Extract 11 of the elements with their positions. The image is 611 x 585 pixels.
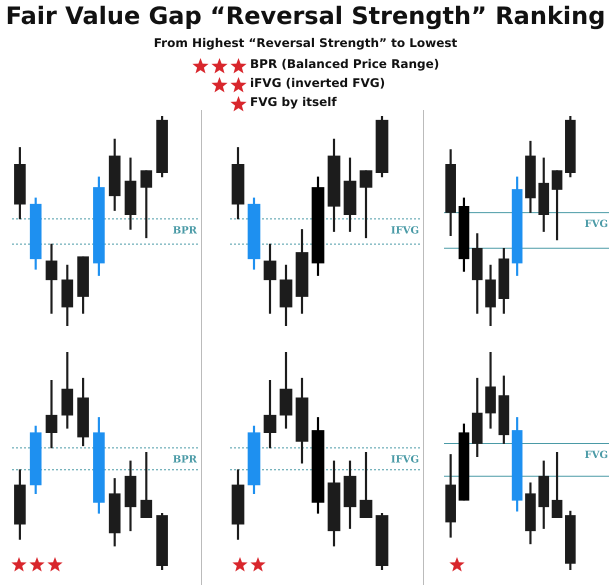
text: BPR (Balanced Price Range) (250, 57, 440, 71)
ref-line-label: BPR (172, 454, 198, 466)
ref-line-label: FVG (584, 219, 608, 230)
text: Fair Value Gap “Reversal Strength” Ranking (4, 2, 606, 30)
ref-line-label: FVG (584, 450, 608, 462)
ref-line-label: IFVG (390, 225, 419, 236)
text: FVG by itself (250, 95, 337, 109)
text: From Highest “Reversal Strength” to Lowest (152, 36, 458, 50)
text: iFVG (inverted FVG) (250, 76, 386, 90)
ref-line-label: IFVG (390, 454, 419, 466)
ref-line-label: BPR (172, 225, 198, 236)
